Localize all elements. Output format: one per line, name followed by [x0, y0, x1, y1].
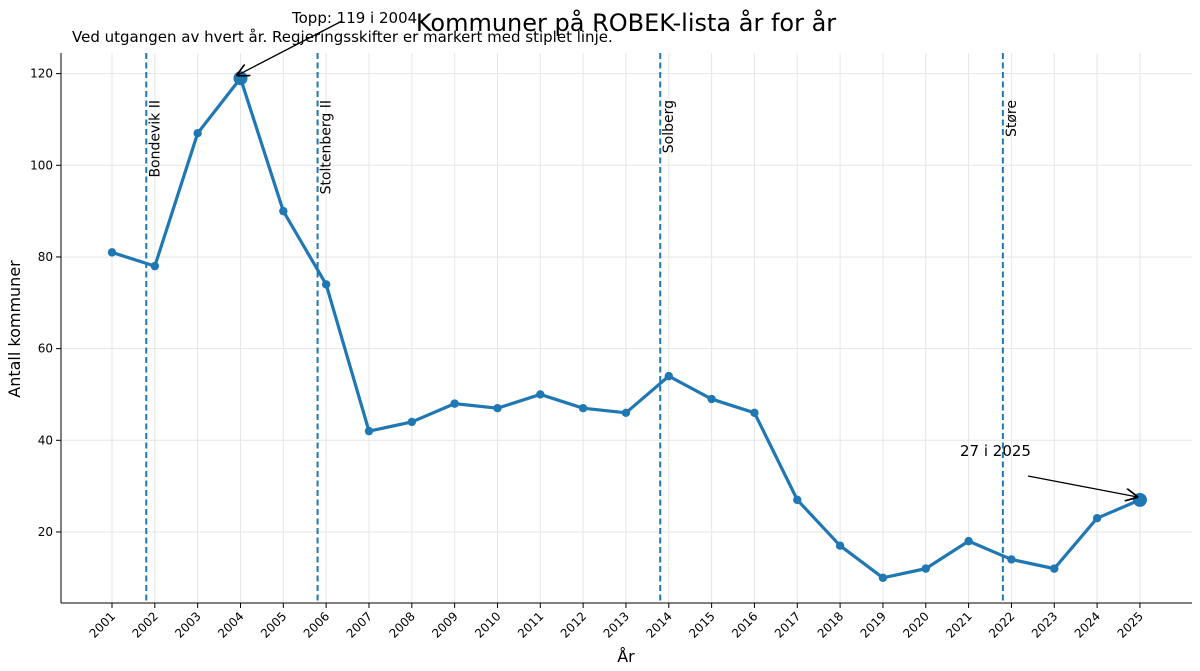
government-change-label: Støre [1004, 100, 1020, 137]
data-point [1092, 514, 1102, 523]
x-tick-label: 2004 [215, 609, 246, 640]
data-point [1007, 555, 1016, 564]
chart-subtitle: Ved utgangen av hvert år. Regjeringsskif… [72, 28, 613, 46]
x-tick-label: 2013 [601, 609, 632, 640]
x-tick-label: 2016 [729, 609, 760, 640]
y-tick-label: 40 [38, 433, 53, 447]
axes: 20 40 60 80 100 120 2001 2002 2003 2004 2005 2006 20… [30, 53, 1192, 641]
government-change-lines: Bondevik II Stoltenberg II Solberg Støre [145, 53, 1020, 603]
x-tick-label: 2006 [301, 609, 332, 640]
x-tick-label: 2009 [429, 609, 460, 640]
x-tick-label: 2015 [686, 609, 717, 640]
data-point [493, 404, 502, 413]
x-tick-label: 2001 [87, 609, 118, 640]
data-point [664, 371, 673, 381]
government-change-label: Bondevik II [147, 100, 163, 178]
x-tick-label: 2025 [1115, 609, 1146, 640]
chart-title: Kommuner på ROBEK-lista år for år [416, 8, 836, 37]
x-tick-label: 2012 [558, 609, 589, 640]
data-point [536, 390, 545, 399]
y-tick-label: 100 [30, 158, 53, 172]
x-tick-label: 2023 [1029, 609, 1060, 640]
annotation-text: Topp: 119 i 2004 [291, 9, 417, 27]
data-point [578, 404, 588, 413]
data-point [878, 573, 888, 582]
x-tick-label: 2002 [129, 609, 160, 640]
data-point [621, 408, 631, 417]
data-point [964, 536, 973, 546]
data-point [407, 417, 417, 427]
x-tick-label: 2020 [900, 609, 931, 640]
y-tick-label: 120 [30, 67, 53, 81]
y-tick-label: 20 [38, 525, 53, 539]
x-tick-label: 2021 [943, 609, 974, 640]
x-tick-label: 2018 [815, 609, 846, 640]
data-point [1050, 564, 1059, 573]
data-point [750, 408, 759, 417]
government-change-label: Solberg [661, 100, 677, 153]
x-tick-label: 2005 [258, 609, 289, 640]
x-tick-label: 2024 [1072, 609, 1103, 640]
annotations: Topp: 119 i 2004 27 i 2025 [233, 9, 1147, 507]
x-tick-label: 2014 [643, 609, 674, 640]
y-tick-label: 80 [38, 250, 53, 264]
y-axis-label: Antall kommuner [5, 260, 24, 398]
data-point [193, 129, 202, 138]
data-point [364, 426, 374, 436]
x-tick-label: 2003 [172, 609, 203, 640]
x-tick-label: 2011 [515, 609, 546, 640]
data-point [793, 495, 802, 505]
y-tick-label: 60 [38, 342, 53, 356]
data-point [321, 280, 331, 289]
data-point [150, 261, 160, 271]
data-point [279, 206, 288, 216]
data-point [835, 541, 845, 550]
annotation-arrow [237, 20, 343, 75]
x-axis-label: År [617, 647, 635, 666]
annotation-arrow [1027, 475, 1137, 497]
annotation-text: 27 i 2025 [960, 442, 1031, 460]
data-point [450, 399, 459, 408]
data-point [707, 394, 716, 404]
x-tick-label: 2007 [344, 609, 375, 640]
series-line [107, 74, 1145, 582]
x-tick-label: 2008 [386, 609, 417, 640]
government-change-label: Stoltenberg II [319, 100, 335, 194]
data-point [107, 248, 117, 257]
grid-lines [61, 53, 1192, 603]
data-point [921, 564, 930, 573]
x-tick-label: 2022 [986, 609, 1017, 640]
x-tick-label: 2010 [472, 609, 503, 640]
highlight-point [1132, 492, 1147, 507]
x-tick-label: 2017 [772, 609, 803, 640]
x-tick-label: 2019 [858, 609, 889, 640]
